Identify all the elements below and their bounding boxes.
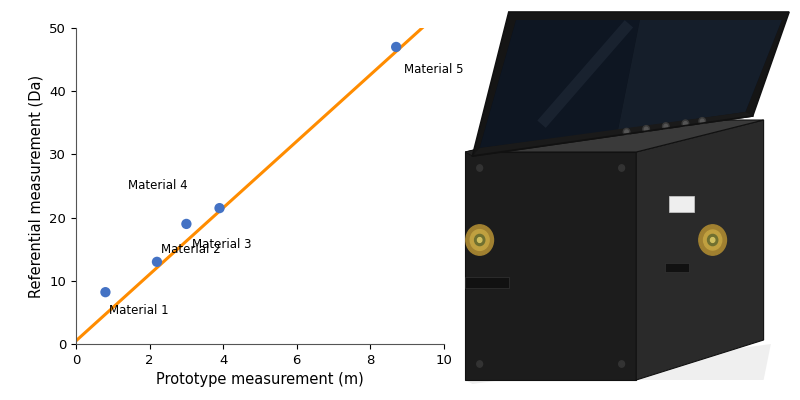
Bar <box>465 277 509 288</box>
Text: Material 3: Material 3 <box>192 238 251 251</box>
Text: Material 2: Material 2 <box>161 242 220 256</box>
Point <box>213 205 226 211</box>
Circle shape <box>618 165 625 171</box>
Bar <box>669 196 694 212</box>
Circle shape <box>707 234 718 246</box>
Circle shape <box>699 225 726 255</box>
Circle shape <box>682 120 689 127</box>
Point <box>99 289 112 295</box>
Polygon shape <box>465 120 600 156</box>
Circle shape <box>478 238 482 242</box>
X-axis label: Prototype measurement (m): Prototype measurement (m) <box>156 372 364 387</box>
Circle shape <box>664 124 668 128</box>
Circle shape <box>625 130 628 134</box>
Circle shape <box>643 126 650 133</box>
Circle shape <box>477 361 482 367</box>
Circle shape <box>466 225 494 255</box>
Point <box>150 259 163 265</box>
Circle shape <box>699 118 706 125</box>
Polygon shape <box>480 20 640 148</box>
Circle shape <box>683 122 687 126</box>
Point <box>390 44 402 50</box>
Y-axis label: Referential measurement (Da): Referential measurement (Da) <box>29 74 44 298</box>
Circle shape <box>474 234 485 246</box>
Circle shape <box>623 128 630 136</box>
Bar <box>666 263 689 272</box>
Polygon shape <box>636 120 763 380</box>
Circle shape <box>618 361 625 367</box>
Text: Material 1: Material 1 <box>109 304 169 316</box>
Polygon shape <box>472 112 753 156</box>
Polygon shape <box>465 344 771 384</box>
Circle shape <box>703 230 722 250</box>
Circle shape <box>477 165 482 171</box>
Circle shape <box>662 123 669 130</box>
Polygon shape <box>465 152 636 380</box>
Text: Material 4: Material 4 <box>127 179 187 192</box>
Polygon shape <box>472 12 789 156</box>
Circle shape <box>710 238 715 242</box>
Polygon shape <box>480 20 782 148</box>
Circle shape <box>701 119 704 123</box>
Circle shape <box>644 127 648 131</box>
Polygon shape <box>465 120 763 152</box>
Point <box>180 221 193 227</box>
Text: Material 5: Material 5 <box>403 63 463 76</box>
Polygon shape <box>618 20 782 130</box>
Circle shape <box>470 230 489 250</box>
